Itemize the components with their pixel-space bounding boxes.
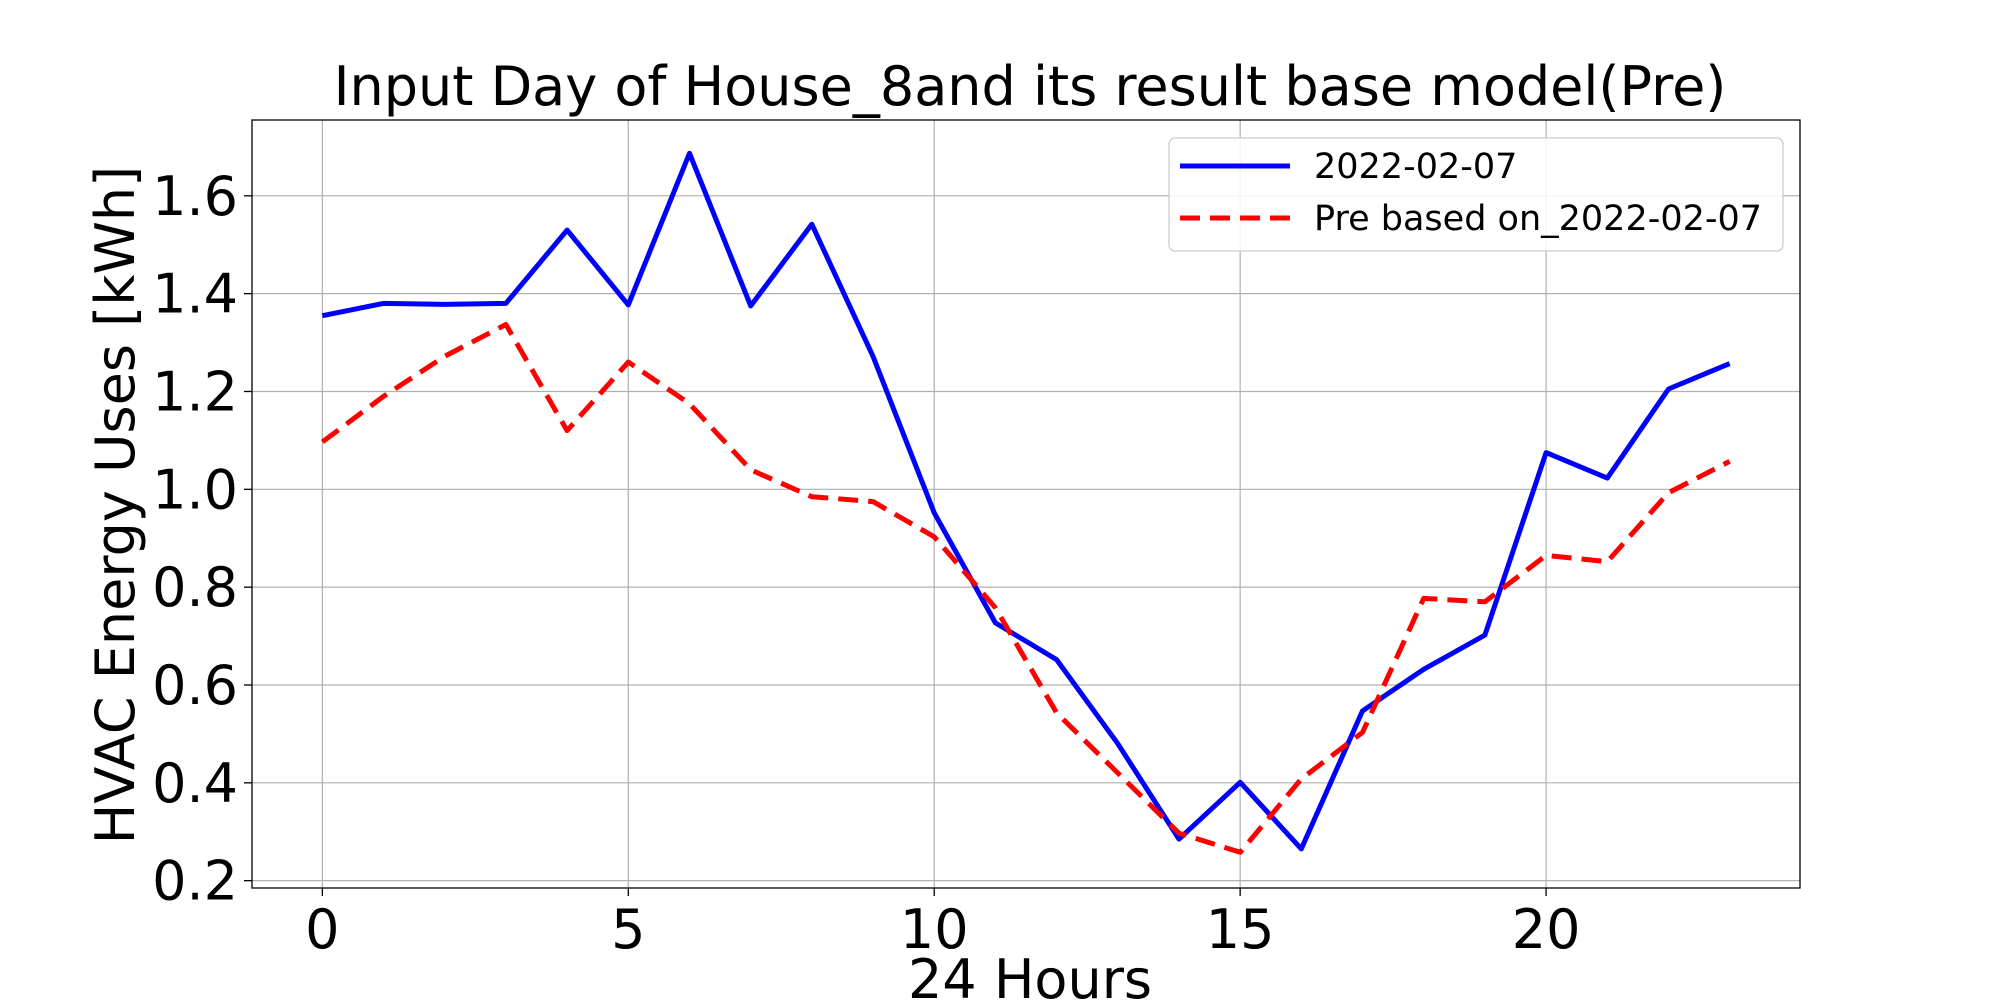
legend-frame [1168, 137, 1784, 252]
y-tick-label: 0.8 [152, 556, 238, 619]
legend: 2022-02-07 Pre based on_2022-02-07 [1168, 137, 1784, 252]
x-tick-label: 10 [900, 898, 969, 961]
plot-frame [251, 119, 1801, 889]
axis-ticks: 0 5 10 15 20 0.2 0.4 0.6 0.8 1.0 1.2 1.4 1.6 [152, 165, 1580, 961]
series-line-prediction [320, 322, 1731, 855]
x-tick-label: 20 [1512, 898, 1581, 961]
x-axis-label: 24 Hours [908, 948, 1152, 1000]
y-tick-label: 1.4 [152, 263, 238, 326]
x-tick-label: 5 [611, 898, 645, 961]
legend-label-actual: 2022-02-07 [1314, 147, 1517, 187]
y-tick-label: 1.2 [152, 360, 238, 423]
y-tick-label: 0.2 [152, 850, 238, 913]
x-tick-label: 15 [1206, 898, 1275, 961]
y-tick-label: 0.6 [152, 654, 238, 717]
series-line-actual [321, 150, 1731, 852]
series-lines [320, 150, 1731, 855]
legend-label-prediction: Pre based on_2022-02-07 [1314, 199, 1762, 239]
y-tick-label: 1.6 [152, 165, 238, 228]
x-tick-label: 0 [305, 898, 339, 961]
y-axis-label: HVAC Energy Uses [kWh] [84, 166, 147, 844]
y-tick-label: 1.0 [152, 458, 238, 521]
y-tick-label: 0.4 [152, 752, 238, 815]
chart-title: Input Day of House_8and its result base … [334, 55, 1727, 118]
